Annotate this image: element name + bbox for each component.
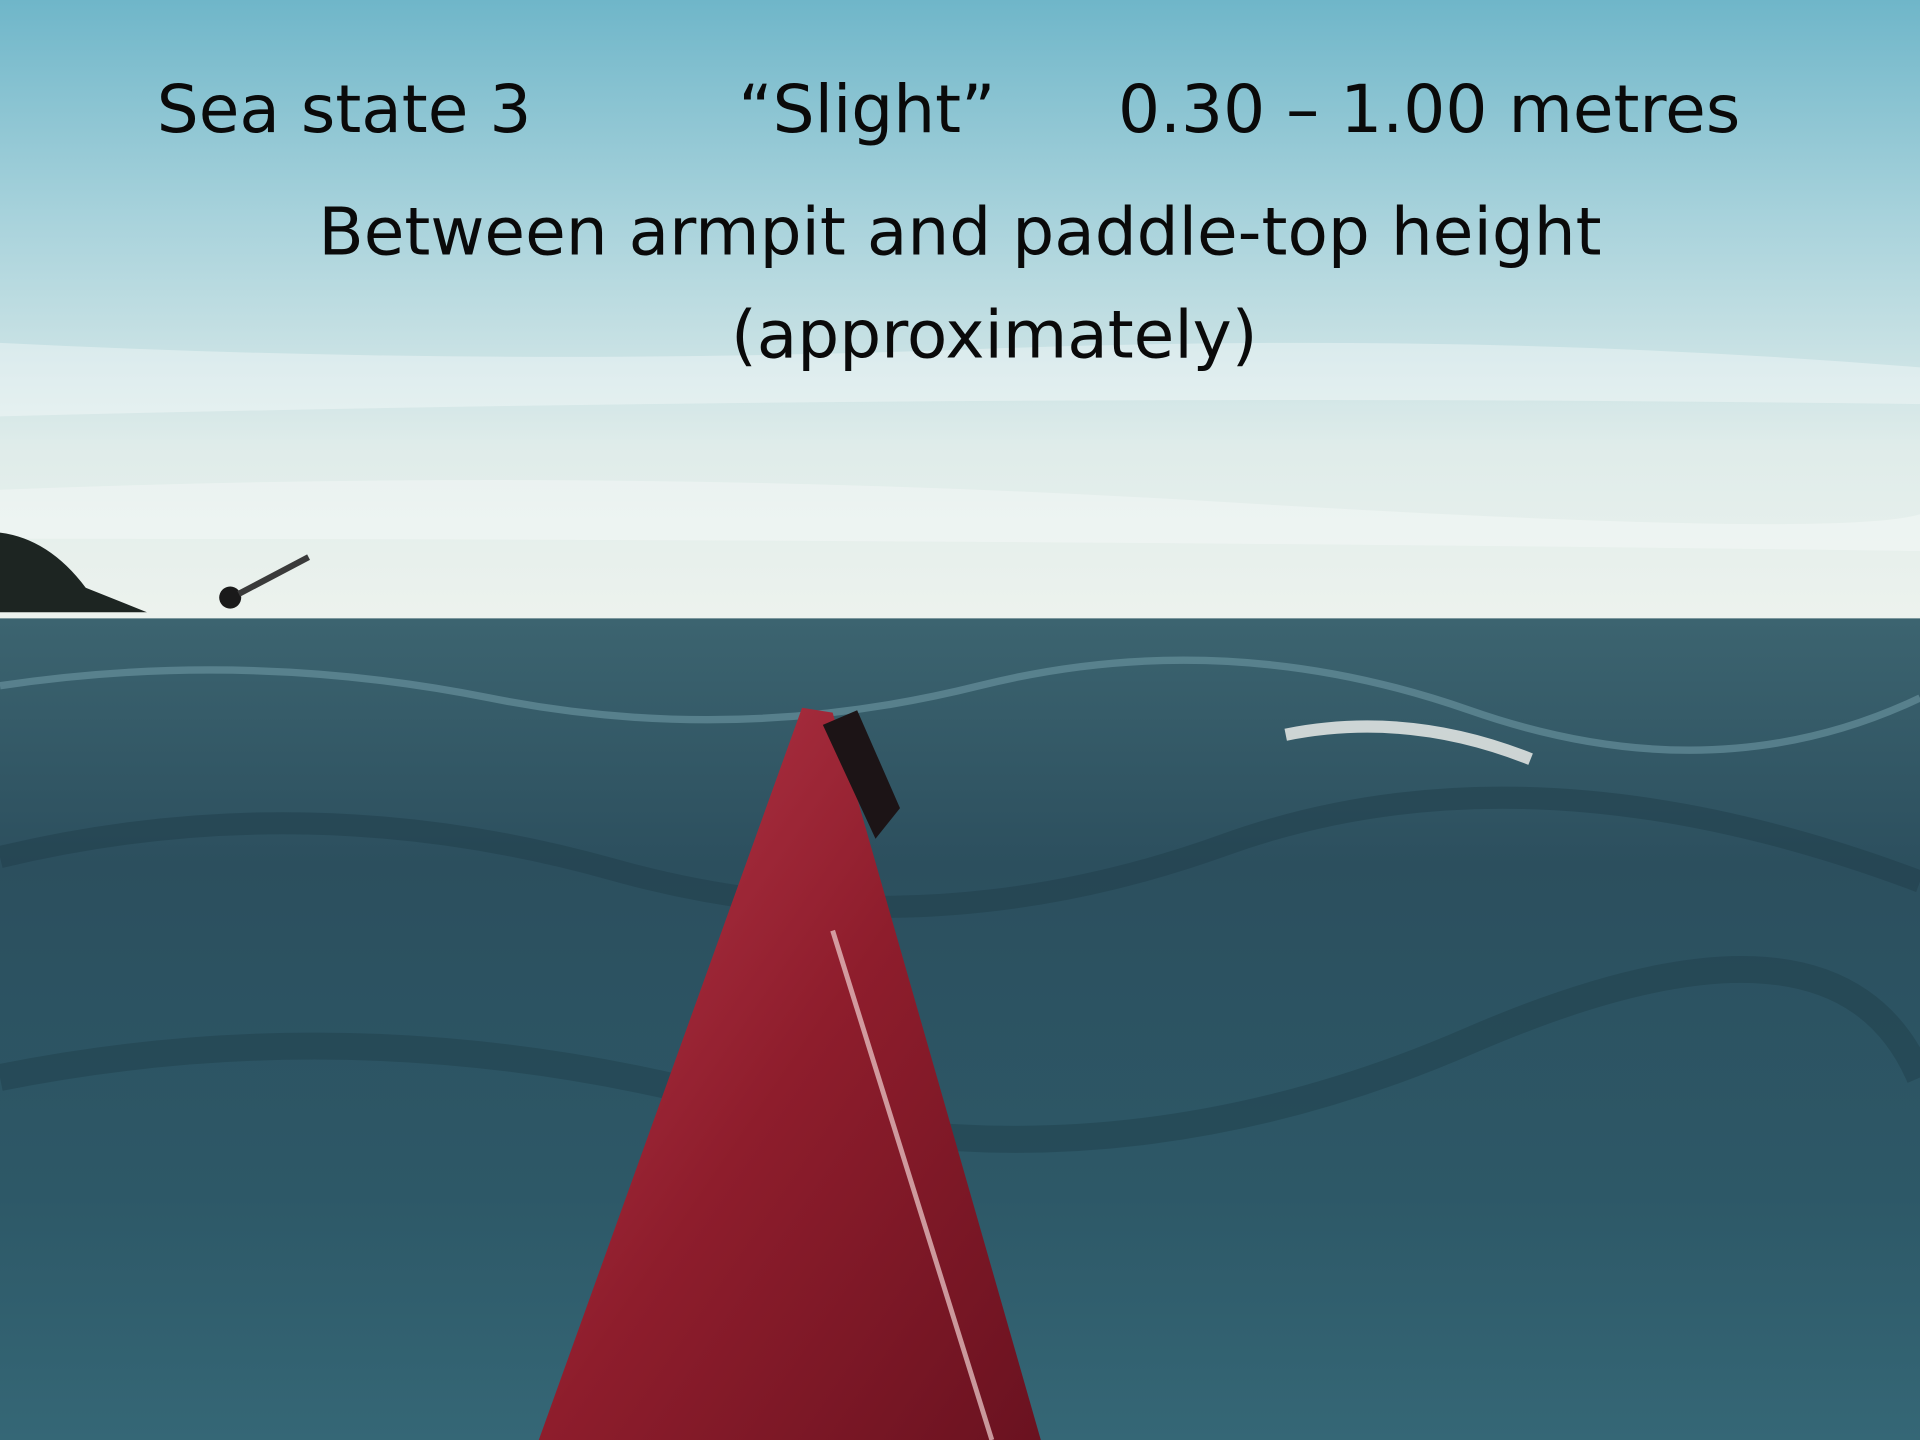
comparison: Between armpit and paddle-top height xyxy=(318,194,1601,271)
hull-highlight xyxy=(830,929,995,1440)
wave xyxy=(0,786,1920,918)
headland xyxy=(0,532,147,613)
paddle xyxy=(237,554,310,597)
wave-height: 0.30 – 1.00 metres xyxy=(1118,71,1740,148)
kayak-fitting xyxy=(822,710,900,839)
sky xyxy=(0,0,1920,637)
glint xyxy=(1284,720,1533,765)
description: “Slight” xyxy=(738,71,995,148)
wave xyxy=(0,656,1920,754)
wave xyxy=(0,956,1920,1153)
qualifier: (approximately) xyxy=(731,297,1258,374)
paddler xyxy=(219,586,242,609)
kayak-bow xyxy=(538,707,1041,1440)
cloud xyxy=(0,342,1920,417)
sea-state: Sea state 3 xyxy=(157,71,532,148)
cloud xyxy=(0,480,1920,552)
